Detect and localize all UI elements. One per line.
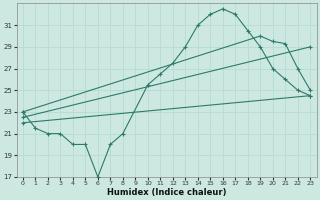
X-axis label: Humidex (Indice chaleur): Humidex (Indice chaleur)	[107, 188, 226, 197]
